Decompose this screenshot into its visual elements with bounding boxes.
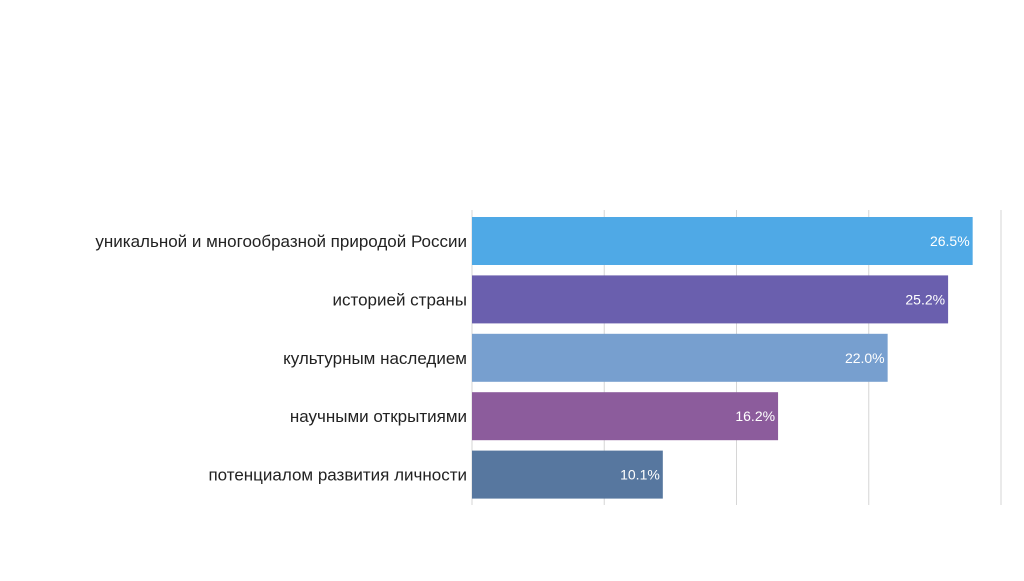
category-label: культурным наследием xyxy=(283,349,467,368)
bar xyxy=(472,333,888,382)
bar xyxy=(472,450,663,499)
category-label: потенциалом развития личности xyxy=(208,466,467,485)
labels: уникальной и многообразной природой Росс… xyxy=(95,232,969,485)
bar xyxy=(472,392,779,441)
bar xyxy=(472,217,973,265)
category-label: историей страны xyxy=(333,290,467,309)
bars xyxy=(472,217,973,499)
data-label: 10.1% xyxy=(620,467,660,483)
data-label: 16.2% xyxy=(735,408,775,424)
data-label: 22.0% xyxy=(845,350,885,366)
data-label: 25.2% xyxy=(905,291,945,307)
category-label: уникальной и многообразной природой Росс… xyxy=(95,232,467,251)
bar xyxy=(472,275,949,324)
category-label: научными открытиями xyxy=(290,407,467,426)
data-label: 26.5% xyxy=(930,233,970,249)
